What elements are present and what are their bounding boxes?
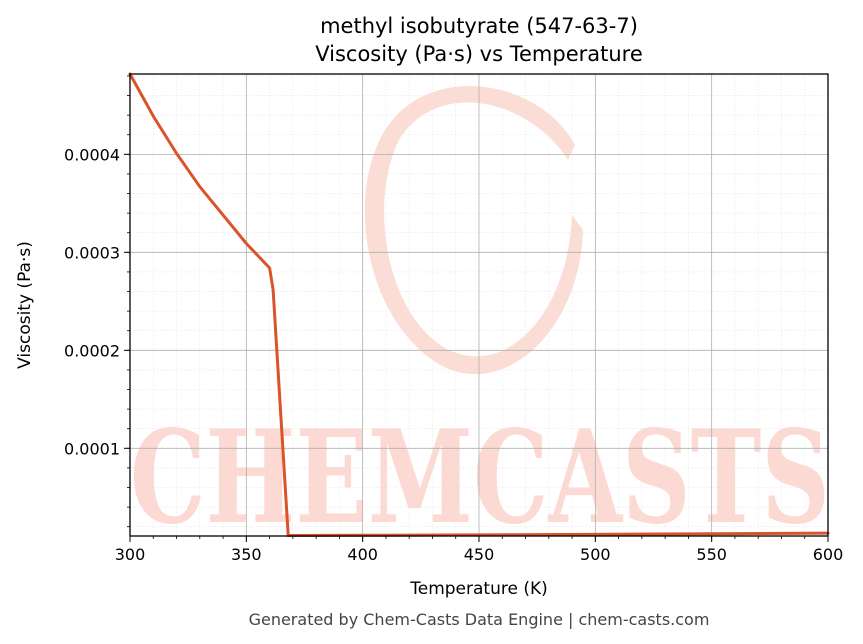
x-tick-label: 350 <box>231 545 262 564</box>
y-axis-label: Viscosity (Pa·s) <box>15 241 35 369</box>
x-axis: 300 350 400 450 500 550 600 <box>115 536 844 564</box>
y-axis: 0.0001 0.0002 0.0003 0.0004 <box>64 75 130 528</box>
watermark-letters: CHEMCASTS <box>130 403 830 553</box>
x-tick-label: 400 <box>347 545 378 564</box>
y-tick-label: 0.0004 <box>64 145 120 164</box>
x-tick-label: 550 <box>696 545 727 564</box>
footer-credit: Generated by Chem-Casts Data Engine | ch… <box>249 610 710 629</box>
chart-subtitle: Viscosity (Pa·s) vs Temperature <box>315 42 643 66</box>
y-tick-label: 0.0001 <box>64 439 120 458</box>
x-axis-label: Temperature (K) <box>409 579 548 599</box>
x-tick-label: 450 <box>464 545 495 564</box>
chart-title: methyl isobutyrate (547-63-7) <box>320 14 638 38</box>
viscosity-series-line <box>128 72 830 538</box>
x-tick-label: 300 <box>115 545 146 564</box>
x-tick-label: 500 <box>580 545 611 564</box>
y-tick-label: 0.0003 <box>64 243 120 262</box>
x-tick-label: 600 <box>813 545 844 564</box>
series-layer <box>128 72 830 538</box>
y-tick-label: 0.0002 <box>64 341 120 360</box>
chemcasts-watermark: CHEMCASTS <box>130 86 830 553</box>
